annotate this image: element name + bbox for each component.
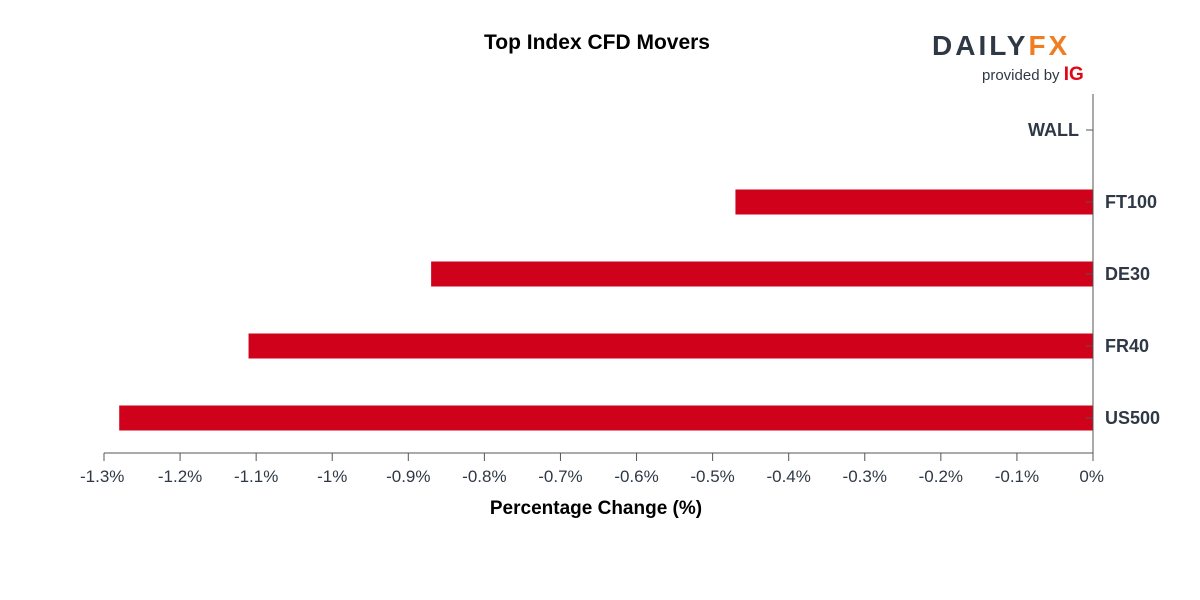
x-tick-label: -0.1% [995,467,1039,486]
x-tick-label: -1.1% [234,467,278,486]
x-tick-label: 0% [1079,467,1104,486]
logo-fx-text: FX [1028,30,1071,61]
category-label-fr40: FR40 [1105,336,1149,356]
x-tick-label: -0.5% [690,467,734,486]
logo-provided-by: provided by IG [982,64,1084,86]
x-tick-label: -1% [317,467,347,486]
x-tick-label: -0.6% [614,467,658,486]
x-tick-label: -1.2% [158,467,202,486]
category-label-ft100: FT100 [1105,192,1157,212]
x-tick-label: -0.4% [766,467,810,486]
x-tick-label: -0.2% [919,467,963,486]
dailyfx-logo: DAILYFX provided by IG [930,30,1090,86]
x-tick-label: -1.3% [80,467,124,486]
axis-layer: WALL FT100 DE30 FR40 US500 -1.3% -1.2% -1.1% -1%… [80,94,1160,486]
x-tick-label: -0.3% [843,467,887,486]
category-label-wall: WALL [1028,120,1079,140]
bar-ft100 [735,189,1093,215]
x-tick-label: -0.9% [386,467,430,486]
ig-logo-text: IG [1063,64,1084,85]
logo-daily-text: DAILY [932,30,1029,61]
logo-wordmark: DAILYFX [932,30,1070,62]
bar-de30 [431,261,1094,287]
x-tick-label: -0.8% [462,467,506,486]
category-label-de30: DE30 [1105,264,1150,284]
category-label-us500: US500 [1105,408,1160,428]
x-axis-title: Percentage Change (%) [490,498,702,519]
provided-by-text: provided by [982,67,1060,84]
bar-fr40 [248,333,1094,359]
x-tick-label: -0.7% [538,467,582,486]
bars-layer [119,189,1094,431]
bar-us500 [119,405,1093,431]
chart-title: Top Index CFD Movers [484,31,710,54]
